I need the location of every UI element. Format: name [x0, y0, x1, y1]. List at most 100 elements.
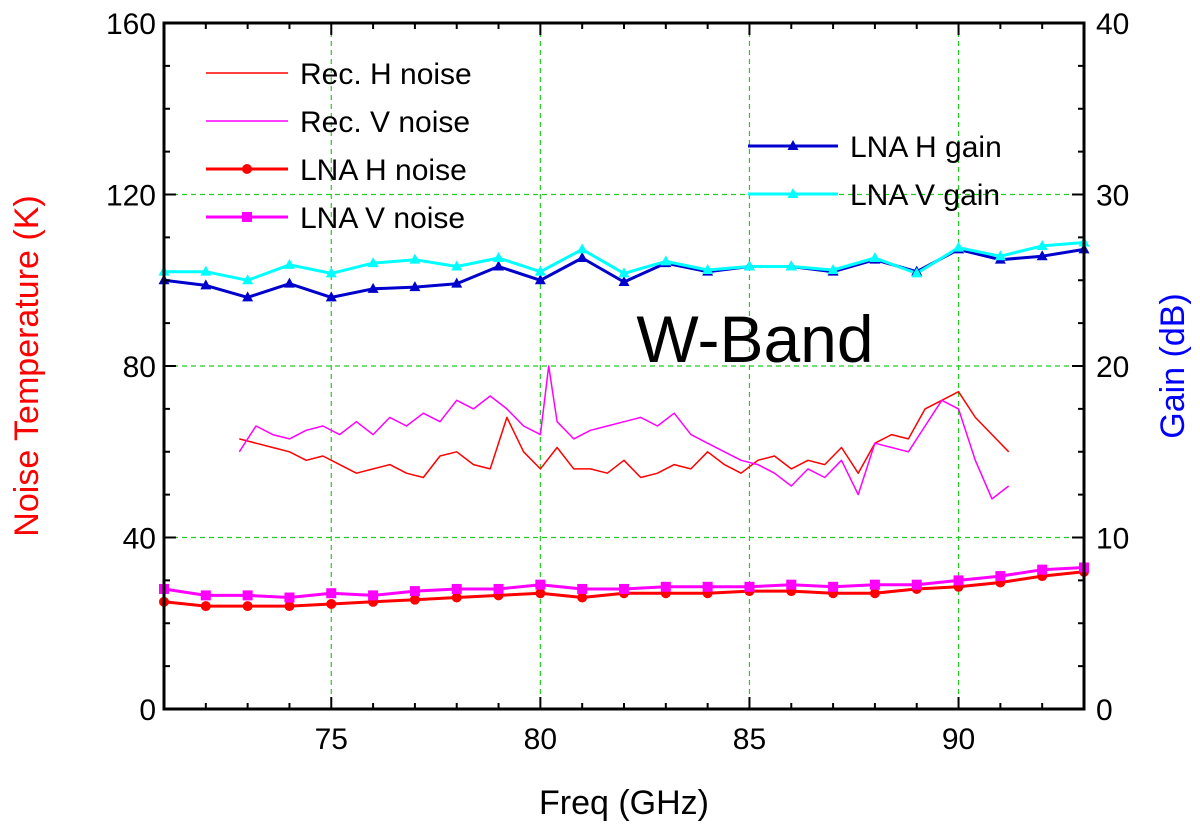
data-point-lna-h-gain	[325, 291, 337, 302]
legend-marker-lna-v-noise	[242, 212, 252, 222]
data-point-lna-v-noise	[786, 579, 797, 590]
data-point-lna-h-gain	[451, 277, 463, 288]
data-point-lna-v-gain	[618, 267, 630, 278]
series-line-rec-v-noise	[238, 365, 1010, 500]
band-annotation: W-Band	[636, 302, 873, 376]
data-point-lna-v-noise	[619, 583, 629, 594]
y-tick-label-left: 160	[106, 8, 156, 41]
legend-right: LNA H gain LNA V gain	[748, 131, 1002, 212]
data-point-lna-v-gain	[534, 265, 546, 276]
data-point-lna-v-noise	[577, 583, 588, 594]
data-point-lna-v-noise	[284, 592, 295, 603]
data-point-lna-h-gain	[200, 279, 212, 290]
data-point-lna-v-noise	[911, 579, 922, 590]
data-point-lna-h-gain	[409, 281, 421, 292]
data-point-lna-v-gain	[743, 260, 755, 271]
y-tick-label-left: 120	[106, 180, 156, 213]
data-point-lna-v-gain	[242, 274, 254, 285]
y-tick-label-left: 0	[139, 694, 156, 727]
data-point-lna-v-gain	[702, 263, 714, 274]
y-tick-label-right: 20	[1096, 351, 1129, 384]
data-point-lna-v-noise	[451, 583, 462, 594]
x-axis-title: Freq (GHz)	[539, 784, 709, 822]
data-point-lna-v-gain	[576, 243, 588, 254]
data-point-lna-h-noise	[409, 594, 420, 605]
legend-marker-lna-v-gain	[787, 188, 799, 198]
y-tick-label-right: 30	[1096, 180, 1129, 213]
data-point-lna-v-gain	[409, 253, 421, 264]
data-point-lna-v-gain	[283, 258, 295, 269]
data-point-lna-v-noise	[535, 579, 546, 590]
legend-label-lna-h-noise: LNA H noise	[300, 154, 467, 187]
data-point-lna-v-noise	[409, 586, 420, 597]
legend-marker-lna-h-gain	[787, 140, 799, 150]
data-point-lna-h-gain	[283, 277, 295, 288]
y-axis-left-title: Noise Temperature (K)	[8, 195, 46, 536]
series-line-rec-h-noise	[239, 390, 1010, 479]
data-point-lna-v-gain	[660, 255, 672, 266]
data-point-lna-h-noise	[869, 588, 880, 599]
series-layer	[164, 241, 1084, 608]
data-point-lna-v-gain	[785, 260, 797, 271]
data-point-lna-v-noise	[326, 588, 337, 599]
data-point-lna-v-noise	[200, 590, 211, 601]
x-tick-label: 80	[524, 723, 557, 756]
data-point-lna-h-gain	[576, 251, 588, 262]
data-point-lna-v-noise	[869, 579, 880, 590]
legend-label-lna-h-gain: LNA H gain	[850, 131, 1002, 164]
data-point-lna-h-gain	[493, 260, 505, 271]
data-point-lna-v-gain	[911, 267, 923, 278]
data-point-lna-v-noise	[660, 581, 671, 592]
data-point-lna-v-noise	[1037, 564, 1048, 575]
marker-layer	[158, 236, 1090, 612]
legend-label-rec-h-noise: Rec. H noise	[300, 58, 472, 91]
data-point-lna-h-noise	[200, 601, 211, 612]
data-point-lna-h-gain	[534, 274, 546, 285]
data-point-lna-v-gain	[200, 265, 212, 276]
data-point-lna-v-noise	[493, 583, 504, 594]
x-tick-label: 90	[942, 723, 975, 756]
data-point-lna-v-gain	[827, 263, 839, 274]
y-tick-label-left: 80	[123, 351, 156, 384]
data-point-lna-v-noise	[368, 590, 379, 601]
data-point-lna-v-gain	[1036, 239, 1048, 250]
legend-marker-lna-h-noise	[242, 164, 252, 174]
y-tick-label-right: 40	[1096, 8, 1129, 41]
legend-label-rec-v-noise: Rec. V noise	[300, 106, 470, 139]
tick-marks	[163, 22, 1085, 710]
tick-labels: 75 80 85 90 0 40 80 120 160 0 10 20 30 40	[106, 8, 1129, 756]
data-point-lna-h-gain	[367, 282, 379, 293]
y-tick-label-left: 40	[123, 523, 156, 556]
data-point-lna-v-noise	[828, 581, 839, 592]
x-tick-label: 85	[733, 723, 766, 756]
y-axis-right-title: Gain (dB)	[1154, 293, 1192, 439]
data-point-lna-h-gain	[1036, 250, 1048, 261]
data-point-lna-v-noise	[702, 581, 713, 592]
data-point-lna-v-gain	[451, 260, 463, 271]
data-point-lna-v-gain	[367, 257, 379, 268]
data-point-lna-h-gain	[242, 291, 254, 302]
data-point-lna-v-gain	[953, 241, 965, 252]
data-point-lna-v-noise	[242, 590, 253, 601]
data-point-lna-h-noise	[577, 592, 588, 603]
data-point-lna-v-noise	[744, 581, 755, 592]
data-point-lna-v-gain	[994, 250, 1006, 261]
x-tick-label: 75	[315, 723, 348, 756]
y-tick-label-right: 10	[1096, 523, 1129, 556]
data-point-lna-v-noise	[953, 575, 964, 586]
y-tick-label-right: 0	[1096, 694, 1113, 727]
data-point-lna-h-noise	[242, 601, 253, 612]
data-point-lna-h-noise	[451, 592, 462, 603]
data-point-lna-h-noise	[284, 601, 295, 612]
data-point-lna-v-gain	[325, 267, 337, 278]
data-point-lna-v-gain	[869, 251, 881, 262]
data-point-lna-h-noise	[535, 588, 546, 599]
data-point-lna-h-gain	[618, 275, 630, 286]
data-point-lna-h-noise	[326, 598, 337, 609]
legend-label-lna-v-noise: LNA V noise	[300, 202, 465, 235]
data-point-lna-v-gain	[493, 251, 505, 262]
legend-left: Rec. H noise Rec. V noise LNA H noise LNA V…	[206, 58, 472, 235]
data-point-lna-v-noise	[995, 571, 1006, 582]
